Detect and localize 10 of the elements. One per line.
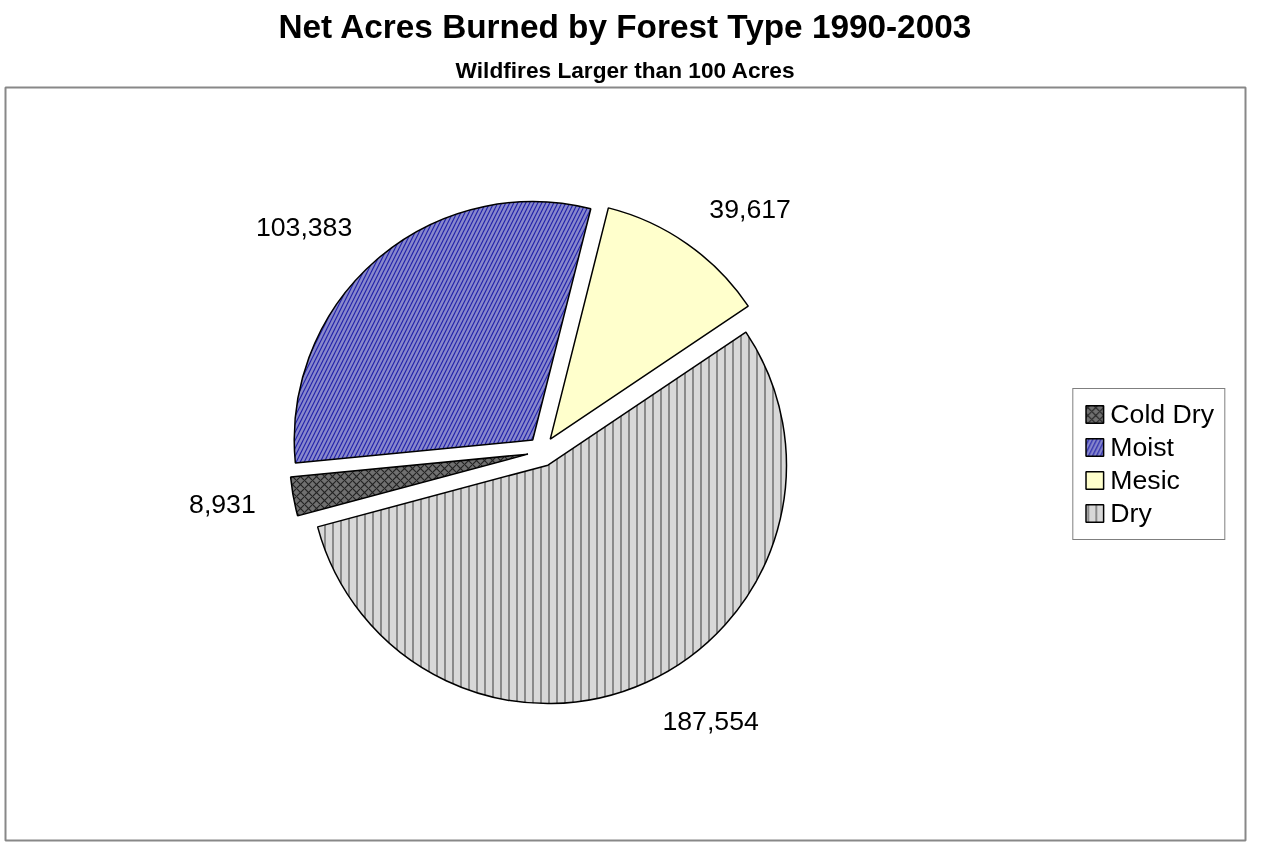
chart-title: Net Acres Burned by Forest Type 1990-2003 [278, 7, 972, 45]
chart-subtitle: Wildfires Larger than 100 Acres [455, 56, 795, 83]
legend-label: Moist [1110, 431, 1174, 463]
legend-label: Mesic [1110, 464, 1180, 496]
data-label: 8,931 [189, 489, 256, 520]
legend-label: Cold Dry [1110, 398, 1214, 430]
data-label: 39,617 [709, 194, 791, 225]
data-label: 103,383 [255, 211, 353, 242]
data-label: 187,554 [662, 706, 759, 737]
legend-label: Dry [1110, 497, 1152, 529]
